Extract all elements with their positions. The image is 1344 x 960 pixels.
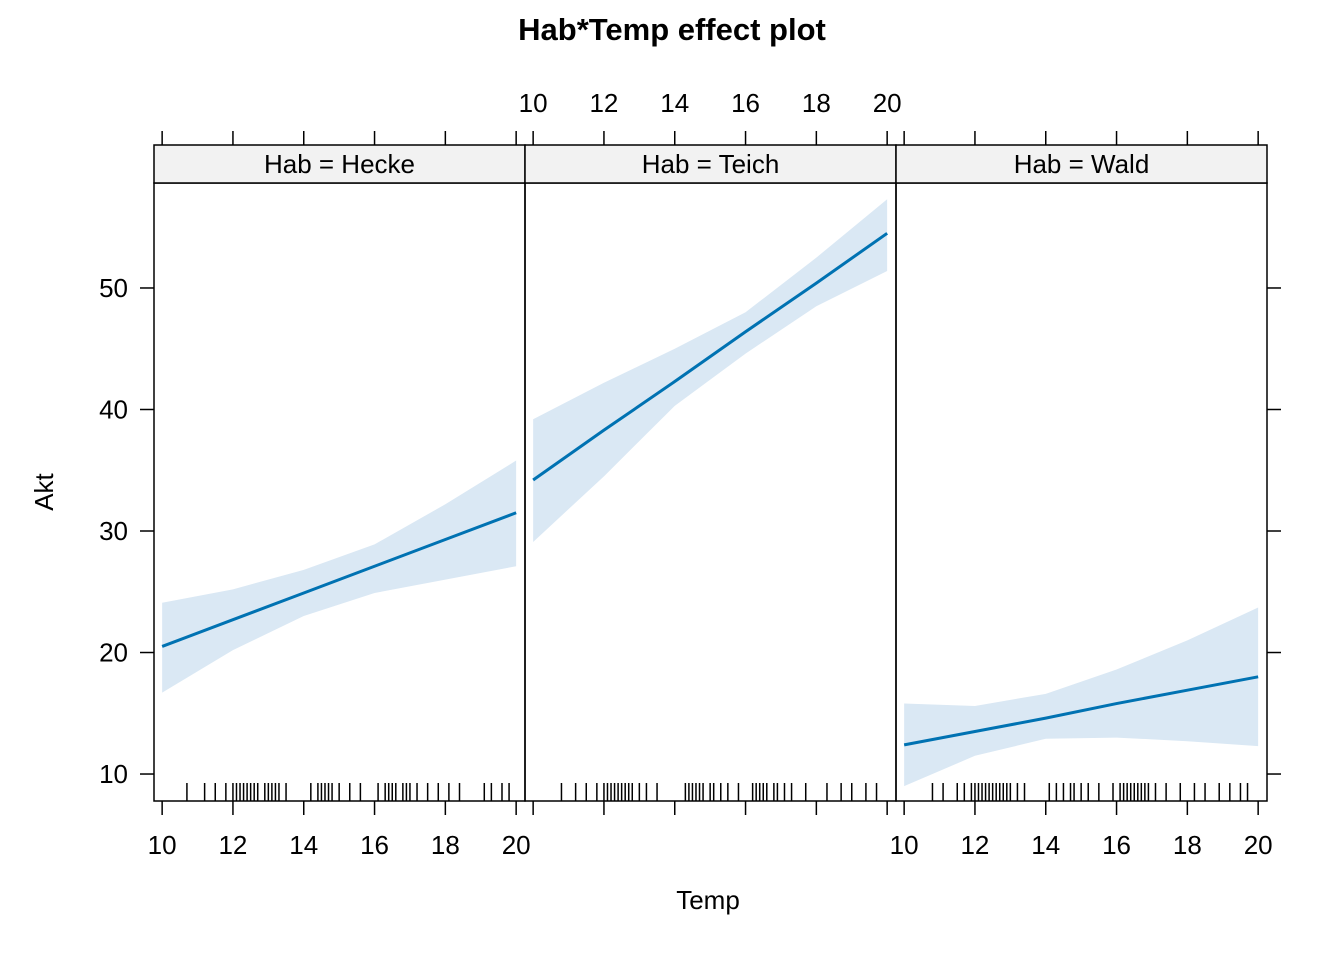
x-tick-label: 10 — [890, 830, 919, 860]
x-tick-label: 16 — [731, 88, 760, 118]
confidence-band — [162, 460, 517, 693]
x-tick-label: 18 — [431, 830, 460, 860]
y-tick-label: 20 — [99, 637, 128, 667]
x-tick-label: 12 — [218, 830, 247, 860]
chart-title: Hab*Temp effect plot — [518, 12, 826, 47]
x-tick-label: 16 — [1102, 830, 1131, 860]
x-tick-label: 10 — [519, 88, 548, 118]
confidence-band — [533, 199, 888, 542]
confidence-band — [904, 607, 1259, 787]
x-tick-label: 20 — [873, 88, 902, 118]
strip — [895, 144, 1268, 184]
y-tick-label: 50 — [99, 273, 128, 303]
x-tick-label: 12 — [589, 88, 618, 118]
y-tick-label: 40 — [99, 394, 128, 424]
effect-line — [903, 675, 1259, 747]
x-tick-label: 14 — [289, 830, 318, 860]
x-tick-label: 16 — [360, 830, 389, 860]
x-axis-label: Temp — [676, 885, 740, 915]
x-tick-label: 20 — [502, 830, 531, 860]
strip-label: Hab = Hecke — [264, 149, 415, 179]
x-tick-label: 14 — [1031, 830, 1060, 860]
x-tick-label: 14 — [660, 88, 689, 118]
y-tick-label: 10 — [99, 759, 128, 789]
strip-label: Hab = Teich — [642, 149, 780, 179]
x-tick-label: 18 — [802, 88, 831, 118]
strip-label: Hab = Wald — [1014, 149, 1150, 179]
effect-line — [532, 232, 889, 482]
x-tick-label: 18 — [1173, 830, 1202, 860]
x-tick-label: 20 — [1244, 830, 1273, 860]
y-tick-label: 30 — [99, 516, 128, 546]
x-tick-label: 12 — [960, 830, 989, 860]
y-axis-label: Akt — [29, 472, 59, 510]
effect-line — [161, 511, 517, 648]
strip — [153, 144, 526, 184]
x-tick-label: 10 — [148, 830, 177, 860]
